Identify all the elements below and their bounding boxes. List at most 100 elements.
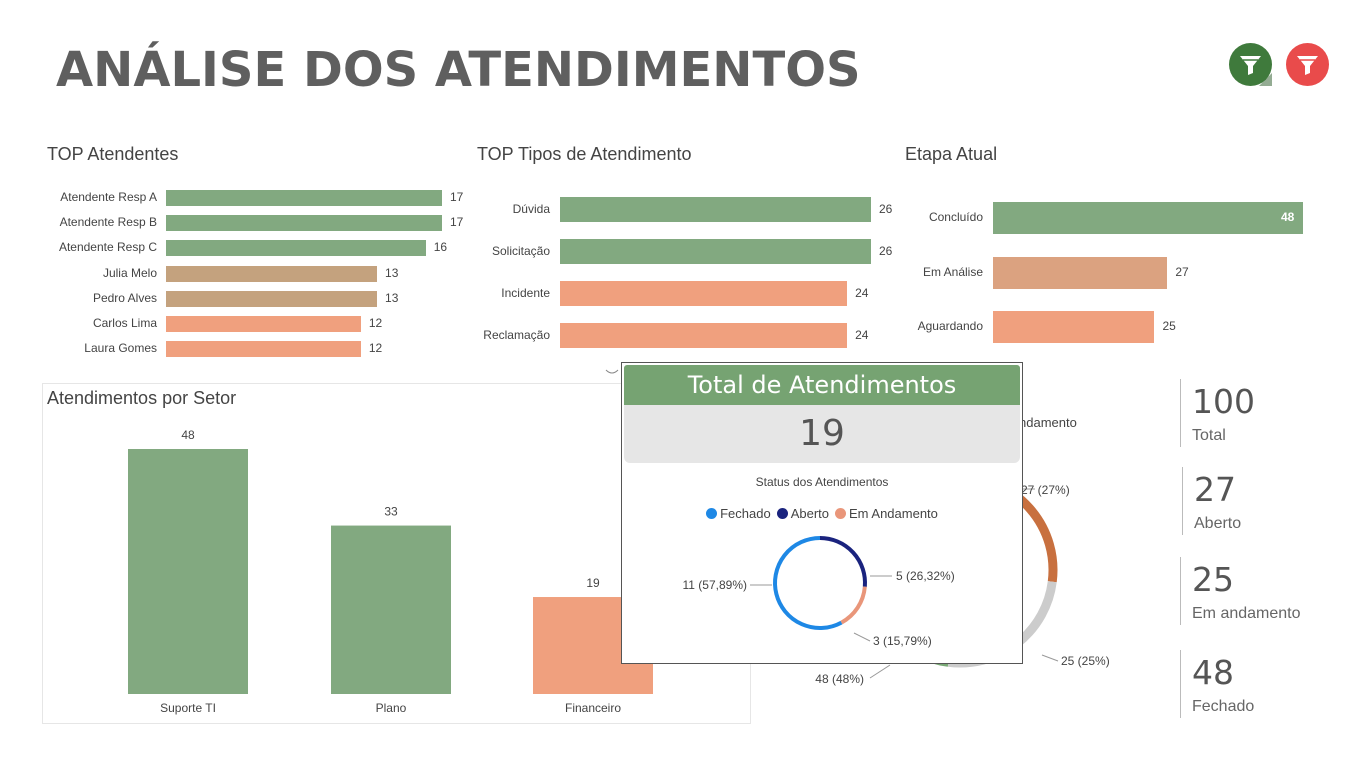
bar[interactable]	[560, 239, 871, 264]
bar[interactable]	[166, 240, 426, 257]
visual-resize-handle[interactable]	[604, 366, 620, 378]
top-atendentes-title: TOP Atendentes	[47, 144, 179, 164]
tooltip-data-label: 5 (26,32%)	[896, 569, 955, 583]
bar[interactable]	[993, 311, 1155, 343]
tooltip-donut-slice[interactable]	[819, 536, 867, 587]
bar-label: Atendente Resp B	[59, 215, 157, 230]
bar[interactable]	[166, 190, 442, 206]
bar-label: Pedro Alves	[92, 290, 157, 305]
tooltip-donut-slice[interactable]	[773, 536, 843, 630]
top-tipos-chart: Dúvida 26 Solicitação 26 Incidente 24 Reclamaç…	[470, 190, 910, 360]
tooltip-data-label: 11 (57,89%)	[683, 578, 747, 592]
setor-bar[interactable]	[128, 449, 248, 694]
kpi-divider	[1180, 650, 1181, 718]
legend-item[interactable]: Fechado	[706, 506, 771, 521]
bar-label: Aguardando	[917, 319, 983, 333]
legend-item[interactable]: Aberto	[776, 506, 829, 521]
legend-label: Em Andamento	[849, 506, 938, 521]
bar-label: Reclamação	[483, 327, 550, 342]
filter-button[interactable]	[1229, 43, 1272, 86]
setor-value-label: 48	[181, 428, 195, 442]
bar-label: Dúvida	[512, 201, 550, 216]
kpi-value: 100	[1192, 382, 1255, 421]
kpi-divider	[1180, 379, 1181, 447]
donut-leader-line	[869, 664, 891, 679]
bar-value-label: 12	[368, 341, 383, 356]
bar[interactable]	[166, 265, 378, 282]
clear-filter-button[interactable]	[1286, 43, 1329, 86]
donut-leader-line	[1041, 654, 1059, 662]
kpi-value: 25	[1192, 560, 1234, 599]
bar-value-label: 12	[368, 316, 383, 330]
setor-category-label: Suporte TI	[160, 701, 216, 715]
legend-dot-icon	[706, 508, 718, 519]
bar-value-label: 17	[450, 215, 464, 230]
bar[interactable]	[166, 341, 361, 358]
setor-value-label: 19	[586, 576, 600, 590]
tooltip-donut-chart: 11 (57,89%) 5 (26,32%) 3 (15,79%)	[683, 536, 955, 648]
bar-value-label: 13	[385, 290, 399, 305]
kpi-divider	[1182, 467, 1183, 535]
kpi-divider	[1180, 557, 1181, 625]
bar-value-label: 13	[385, 265, 399, 280]
donut-data-label: 27 (27%)	[1021, 483, 1070, 497]
bar-label: Laura Gomes	[84, 341, 157, 356]
tooltip-leader-line	[853, 632, 871, 642]
setor-value-label: 33	[384, 505, 398, 519]
bar-value-label: 48	[1281, 210, 1295, 224]
setor-chart: 48 Suporte TI 33 Plano 19 Financeiro	[128, 428, 653, 715]
bar[interactable]	[166, 290, 378, 307]
setor-title: Atendimentos por Setor	[47, 388, 237, 408]
setor-category-label: Financeiro	[565, 701, 621, 715]
top-atendentes-chart: Atendente Resp A 17 Atendente Resp B 17 Aten…	[40, 186, 480, 362]
bar-label: Atendente Resp A	[60, 190, 157, 204]
tooltip-legend: Fechado Aberto Em Andamento	[622, 506, 1022, 521]
setor-category-label: Plano	[376, 701, 407, 715]
bar-value-label: 25	[1162, 319, 1176, 333]
kpi-label: Em andamento	[1192, 605, 1301, 622]
bar[interactable]	[560, 197, 871, 222]
legend-label: Aberto	[790, 506, 829, 521]
kpi-label: Total	[1192, 427, 1226, 444]
donut-data-label: 48 (48%)	[815, 672, 864, 686]
bar-label: Julia Melo	[102, 265, 157, 280]
bar[interactable]	[993, 202, 1303, 234]
tooltip-chart-title: Status dos Atendimentos	[755, 475, 889, 489]
kpi-label: Fechado	[1192, 698, 1255, 715]
status-chart-title-fragment: ndamento	[1019, 415, 1077, 430]
bar[interactable]	[560, 281, 848, 306]
donut-data-label: 25 (25%)	[1061, 654, 1110, 668]
bar[interactable]	[166, 215, 442, 232]
bar-value-label: 24	[855, 285, 869, 300]
etapa-atual-chart: Concluído 48 Em Análise 27 Aguardando 25	[900, 196, 1330, 352]
tooltip-donut-slice[interactable]	[840, 586, 867, 625]
bar-value-label: 17	[450, 190, 464, 204]
bar[interactable]	[993, 256, 1168, 289]
bar-label: Atendente Resp C	[58, 240, 157, 255]
setor-bar[interactable]	[331, 525, 451, 694]
kpi-label: Aberto	[1194, 515, 1242, 532]
legend-dot-icon	[835, 508, 846, 519]
bar-label: Solicitação	[491, 243, 550, 258]
legend-dot-icon	[776, 508, 788, 519]
etapa-atual-title: Etapa Atual	[905, 144, 998, 164]
bar-label: Incidente	[501, 285, 550, 300]
kpi-value: 27	[1194, 470, 1236, 509]
bar-value-label: 16	[433, 240, 448, 255]
bar[interactable]	[560, 323, 848, 348]
tooltip-value: 19	[624, 405, 1020, 463]
bar-value-label: 24	[855, 327, 869, 342]
funnel-icon	[1240, 56, 1272, 86]
tooltip-data-label: 3 (15,79%)	[873, 634, 932, 648]
bar-value-label: 27	[1175, 264, 1189, 279]
bar-value-label: 26	[879, 201, 893, 216]
bar-label: Em Análise	[922, 264, 983, 279]
page-title: ANÁLISE DOS ATENDIMENTOS	[56, 42, 861, 98]
kpi-value: 48	[1192, 653, 1234, 692]
tooltip-panel: Total de Atendimentos 19 Status dos Aten…	[621, 362, 1023, 664]
funnel-x-icon	[1297, 56, 1318, 75]
legend-item[interactable]: Em Andamento	[835, 506, 938, 521]
tooltip-header: Total de Atendimentos	[624, 365, 1020, 405]
bar-label: Concluído	[928, 210, 983, 224]
bar[interactable]	[166, 316, 361, 332]
